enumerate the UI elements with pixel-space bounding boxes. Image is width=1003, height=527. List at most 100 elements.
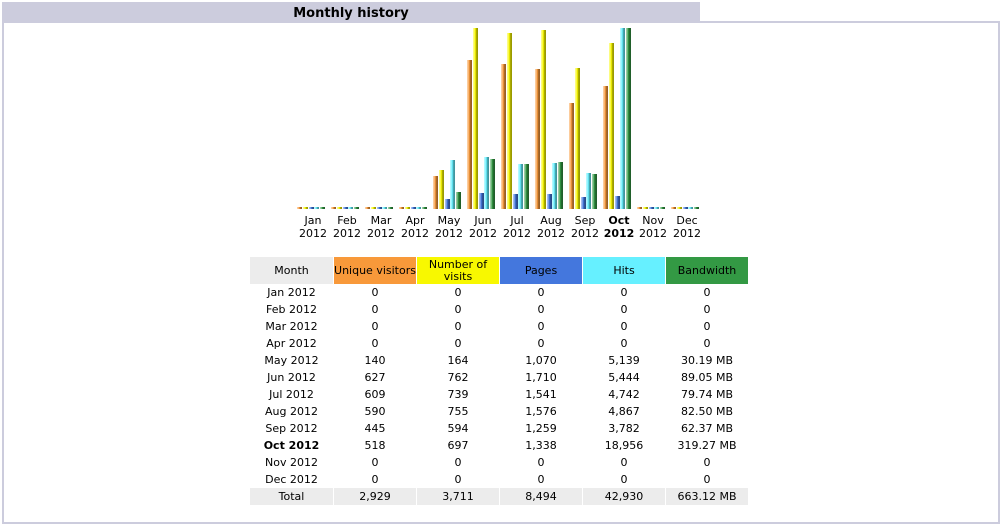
bar-shading [654,207,659,209]
table-row: Apr 2012 0 0 0 0 0 [250,335,748,352]
table-row: May 2012 140 164 1,070 5,139 30.19 MB [250,352,748,369]
cell-bandwidth: 82.50 MB [680,405,734,418]
bar-shading [677,207,682,209]
cell-hits: 0 [620,456,628,469]
cell-hits: 0 [620,320,628,333]
x-tick-month: Feb [337,214,356,227]
cell-month: Mar 2012 [265,320,318,333]
cell-unique: 445 [364,422,386,435]
bar-shading [354,207,359,209]
cell-hits: 5,139 [608,354,640,367]
bar-shading [456,192,461,209]
table-row: Jul 2012 609 739 1,541 4,742 79.74 MB [250,386,748,403]
cell-visits: 164 [447,354,469,367]
x-tick-year: 2012 [435,227,463,240]
bar-shading [507,33,512,209]
bar-shading [518,164,523,209]
x-tick-year: 2012 [537,227,565,240]
cell-hits: 0 [620,286,628,299]
bar-shading [683,207,688,209]
x-tick-month: Oct [608,214,629,227]
cell-visits: 0 [454,456,462,469]
bar-shading [688,207,693,209]
bar-shading [433,176,438,209]
bar-shading [575,68,580,209]
cell-month: Oct 2012 [263,439,320,452]
bar-shading [649,207,654,209]
table-row: Oct 2012 518 697 1,338 18,956 319.27 MB [250,437,748,454]
x-tick-month: Aug [540,214,561,227]
cell-visits: 0 [454,286,462,299]
x-tick-month: Jun [473,214,491,227]
cell-visits: 762 [447,371,469,384]
bar-shading [490,159,495,209]
bar-shading [382,207,387,209]
bar-shading [314,207,319,209]
table-row: Sep 2012 445 594 1,259 3,782 62.37 MB [250,420,748,437]
cell-bandwidth: 0 [703,286,711,299]
bar-shading [541,30,546,209]
cell-month: Nov 2012 [265,456,318,469]
cell-hits: 4,742 [608,388,640,401]
bar-shading [422,207,427,209]
bar-shading [405,207,410,209]
cell-hits: 0 [620,303,628,316]
cell-pages: 0 [537,337,545,350]
x-tick-year: 2012 [367,227,395,240]
cell-bandwidth: 30.19 MB [680,354,734,367]
total-hits: 42,930 [583,488,665,505]
bar-shading [569,103,574,209]
cell-unique: 518 [364,439,386,452]
x-tick-month: May [438,214,461,227]
table-row: Jan 2012 0 0 0 0 0 [250,284,748,301]
x-tick-year: 2012 [571,227,599,240]
bar-shading [309,207,314,209]
bar-shading [337,207,342,209]
total-row: Total 2,929 3,711 8,494 42,930 663.12 MB [250,488,748,505]
cell-visits: 0 [454,303,462,316]
bar-shading [501,64,506,209]
bar-shading [626,28,631,209]
bar-shading [303,207,308,209]
bar-shading [609,43,614,209]
table-row: Mar 2012 0 0 0 0 0 [250,318,748,335]
bar-shading [603,86,608,209]
x-tick-year: 2012 [299,227,327,240]
bar-shading [694,207,699,209]
cell-bandwidth: 62.37 MB [680,422,734,435]
bar-shading [524,164,529,209]
bar-shading [479,193,484,209]
cell-month: Jan 2012 [267,286,316,299]
cell-pages: 1,338 [525,439,557,452]
cell-unique: 0 [371,320,379,333]
bar-shading [343,207,348,209]
cell-pages: 1,070 [525,354,557,367]
bar-shading [365,207,370,209]
cell-pages: 1,541 [525,388,557,401]
cell-pages: 0 [537,473,545,486]
cell-unique: 590 [364,405,386,418]
table-row: Aug 2012 590 755 1,576 4,867 82.50 MB [250,403,748,420]
cell-visits: 0 [454,320,462,333]
bar-shading [615,196,620,209]
x-tick-month: Jul [509,214,523,227]
bar-shading [637,207,642,209]
header-pages: Pages [500,257,582,284]
cell-bandwidth: 0 [703,337,711,350]
cell-unique: 0 [371,456,379,469]
header-bandwidth: Bandwidth [666,257,748,284]
bar-shading [439,170,444,209]
bar-shading [320,207,325,209]
cell-unique: 627 [364,371,386,384]
cell-hits: 3,782 [608,422,640,435]
cell-hits: 5,444 [608,371,640,384]
section-title-bar: Monthly history [2,2,700,21]
cell-visits: 0 [454,337,462,350]
cell-month: Dec 2012 [265,473,318,486]
cell-hits: 0 [620,337,628,350]
bar-shading [399,207,404,209]
x-tick-month: Sep [575,214,596,227]
bar-shading [513,194,518,209]
cell-month: Sep 2012 [265,422,318,435]
cell-pages: 0 [537,320,545,333]
